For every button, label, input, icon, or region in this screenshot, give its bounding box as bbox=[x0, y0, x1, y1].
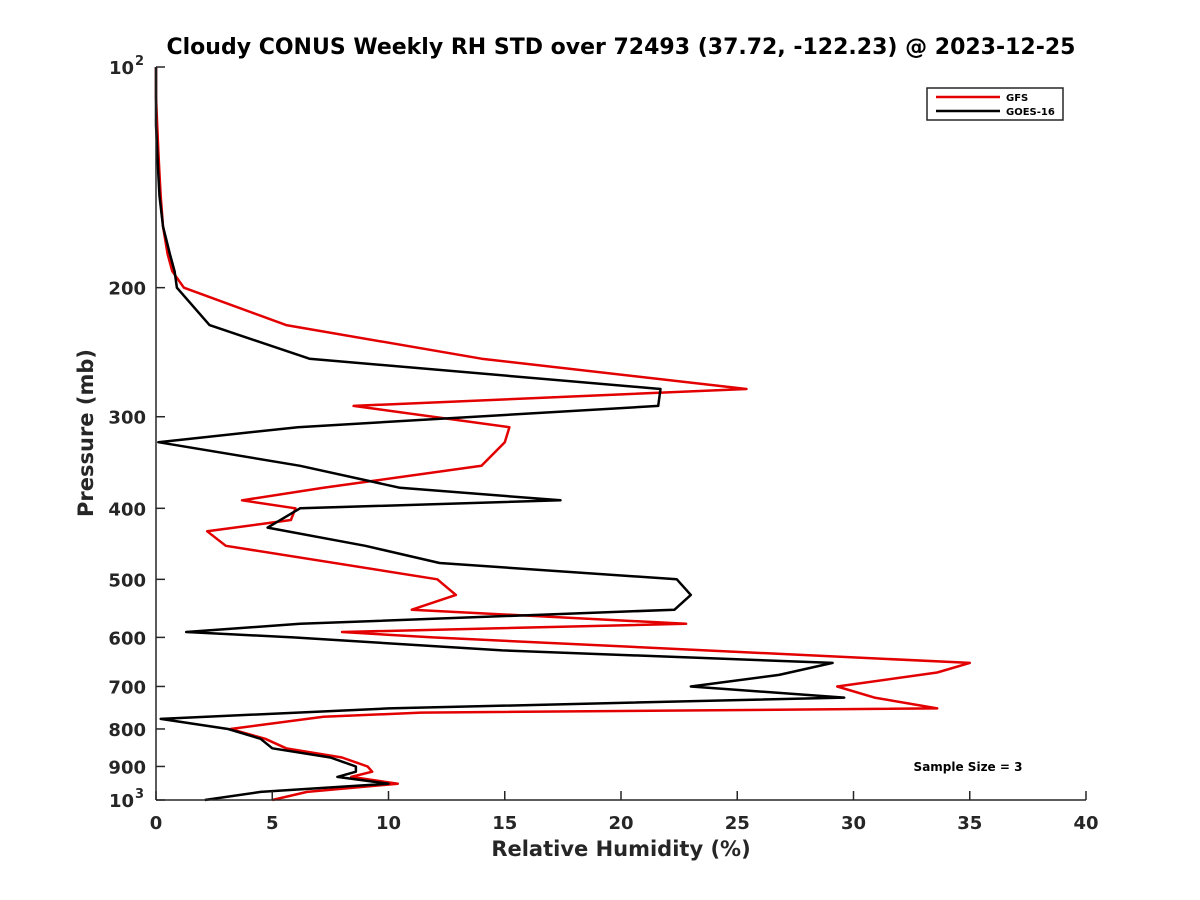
y-tick-label: 600 bbox=[108, 628, 146, 649]
x-tick-label: 5 bbox=[266, 813, 279, 834]
x-axis-label: Relative Humidity (%) bbox=[491, 837, 750, 861]
y-tick-label: 10 bbox=[109, 58, 134, 79]
y-tick-label: 500 bbox=[108, 570, 146, 591]
x-tick-label: 10 bbox=[376, 813, 401, 834]
x-tick-label: 25 bbox=[725, 813, 750, 834]
x-tick-label: 35 bbox=[957, 813, 982, 834]
series-layer bbox=[154, 67, 972, 802]
series-line-goes-16 bbox=[154, 67, 846, 802]
y-tick-exponent: 2 bbox=[135, 54, 144, 69]
series-line-gfs bbox=[154, 67, 972, 802]
y-tick-label: 700 bbox=[108, 677, 146, 698]
x-tick-label: 15 bbox=[492, 813, 517, 834]
y-tick-label: 800 bbox=[108, 720, 146, 741]
chart-title: Cloudy CONUS Weekly RH STD over 72493 (3… bbox=[167, 35, 1076, 60]
x-tick-label: 40 bbox=[1073, 813, 1098, 834]
legend-label-goes-16: GOES-16 bbox=[1006, 107, 1055, 118]
legend-label-gfs: GFS bbox=[1006, 93, 1028, 104]
y-tick-label: 300 bbox=[108, 408, 146, 429]
x-tick-label: 30 bbox=[841, 813, 866, 834]
legend-box bbox=[926, 87, 1064, 121]
y-tick-label: 10 bbox=[109, 791, 134, 812]
y-tick-exponent: 3 bbox=[135, 787, 144, 802]
y-tick-label: 200 bbox=[108, 279, 146, 300]
x-tick-label: 0 bbox=[150, 813, 163, 834]
y-axis-label: Pressure (mb) bbox=[74, 349, 98, 517]
x-axis-ticks: 0 5 10 15 20 25 30 35 40 bbox=[150, 791, 1099, 834]
plot-area bbox=[156, 67, 1086, 800]
y-tick-label: 400 bbox=[108, 499, 146, 520]
legend: GFS GOES-16 bbox=[926, 87, 1064, 121]
x-tick-label: 20 bbox=[608, 813, 633, 834]
y-tick-label: 900 bbox=[108, 757, 146, 778]
sample-size-annotation: Sample Size = 3 bbox=[914, 760, 1023, 774]
